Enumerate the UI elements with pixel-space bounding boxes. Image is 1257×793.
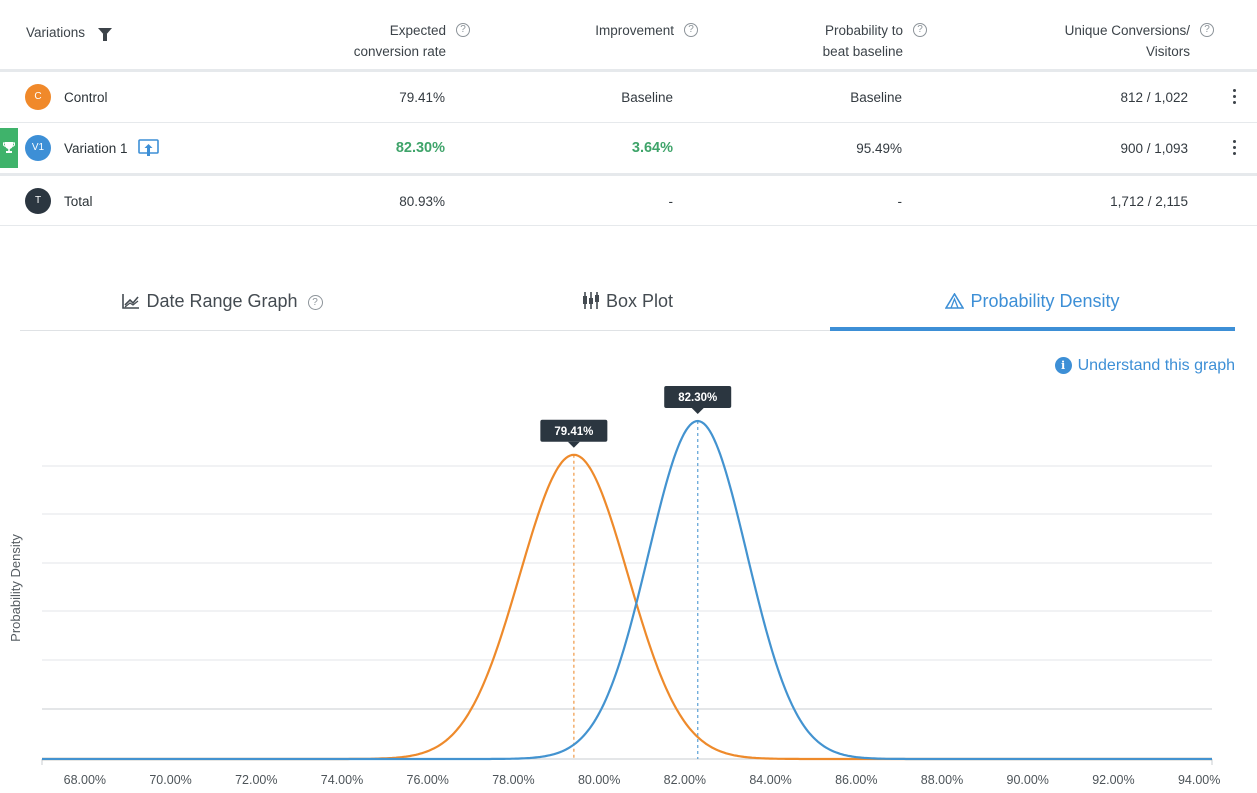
x-tick-label: 76.00% [407, 773, 449, 787]
density-curve-control [42, 453, 1212, 761]
tab-probability-density[interactable]: Probability Density [830, 272, 1235, 331]
tab-label: Date Range Graph [146, 291, 298, 311]
header-improvement-label: Improvement [595, 23, 674, 38]
winner-marker [0, 128, 18, 168]
x-tick-label: 82.00% [664, 773, 706, 787]
x-tick-label: 72.00% [235, 773, 277, 787]
x-tick-label: 92.00% [1092, 773, 1134, 787]
x-axis-ticks: 68.00% 70.00% 72.00% 74.00% 76.00% 78.00% 80.0… [64, 773, 1221, 787]
box-plot-icon [582, 292, 599, 309]
avatar: V1 [25, 135, 51, 161]
tab-box-plot[interactable]: Box Plot [425, 272, 830, 330]
x-tick-label: 90.00% [1007, 773, 1049, 787]
deploy-icon[interactable] [138, 139, 159, 157]
mean-tooltip: 79.41% [540, 419, 608, 448]
table-row-total: T Total 80.93% - - 1,712 / 2,115 [0, 174, 1257, 226]
conversion-rate: 80.93% [399, 194, 445, 209]
conversion-rate: 82.30% [395, 140, 445, 156]
x-tick-label: 84.00% [749, 773, 791, 787]
table-header: Variations Expected conversion rate ? Im… [0, 0, 1257, 72]
density-icon [945, 292, 965, 309]
probability-density-chart: Probability Density 68.00% 70.00% 72.00% 74… [8, 386, 1221, 787]
header-unique-conversions: Unique Conversions/ Visitors ? [1065, 20, 1214, 62]
help-icon[interactable]: ? [307, 295, 323, 310]
conversions-value: 900 / 1,093 [1120, 141, 1188, 156]
header-probability-line1: Probability to [824, 23, 903, 38]
improvement-value: - [668, 194, 674, 209]
header-probability-line2: beat baseline [822, 44, 903, 59]
conversion-rate: 79.41% [399, 90, 445, 105]
header-variations-label: Variations [26, 25, 86, 40]
header-expected-line2: conversion rate [353, 44, 446, 59]
improvement-value: Baseline [621, 90, 673, 105]
tab-date-range-graph[interactable]: Date Range Graph? [20, 272, 425, 330]
mean-tooltips: 79.41% 82.30% [540, 386, 732, 448]
header-unique-line1: Unique Conversions/ [1064, 23, 1190, 38]
table-row-variation-1: V1 Variation 1 82.30% 3.64% 95.49% 900 /… [0, 123, 1257, 174]
density-curve-variation-1 [42, 419, 1212, 761]
line-chart-icon [122, 294, 140, 309]
probability-value: 95.49% [856, 141, 902, 156]
x-tick-label: 94.00% [1178, 773, 1220, 787]
tab-label: Box Plot [605, 291, 674, 311]
probability-value: - [897, 194, 903, 209]
x-tick-label: 78.00% [492, 773, 534, 787]
more-options-icon[interactable] [1226, 89, 1242, 107]
variation-name[interactable]: Variation 1 [64, 141, 128, 156]
y-axis-label: Probability Density [8, 534, 23, 642]
help-icon[interactable]: ? [1200, 23, 1214, 37]
help-icon[interactable]: ? [913, 23, 927, 37]
variation-name[interactable]: Control [64, 90, 108, 105]
density-curves [42, 419, 1212, 761]
x-tick-label: 80.00% [578, 773, 620, 787]
avatar: C [25, 84, 51, 110]
header-expected-line1: Expected [389, 23, 446, 38]
conversions-value: 812 / 1,022 [1120, 90, 1188, 105]
tooltip-box [540, 419, 608, 442]
x-tick-label: 88.00% [921, 773, 963, 787]
tooltip-box [664, 386, 732, 408]
trophy-icon [3, 142, 15, 153]
table-row-control: C Control 79.41% Baseline Baseline 812 /… [0, 72, 1257, 123]
tooltip-pointer [567, 441, 580, 448]
x-tick-label: 74.00% [321, 773, 363, 787]
chart-grid [41, 465, 1213, 765]
header-improvement: Improvement ? [595, 20, 698, 41]
variation-name: Total [64, 194, 93, 209]
mean-tooltip: 82.30% [664, 386, 732, 414]
header-expected-rate: Expected conversion rate ? [354, 20, 470, 62]
header-probability: Probability to beat baseline ? [823, 20, 927, 62]
filter-icon[interactable] [97, 28, 112, 41]
x-tick-label: 70.00% [149, 773, 191, 787]
help-icon[interactable]: ? [684, 23, 698, 37]
header-variations[interactable]: Variations [26, 22, 112, 43]
tooltip-label: 79.41% [554, 426, 593, 438]
probability-value: Baseline [850, 90, 902, 105]
avatar: T [25, 188, 51, 214]
x-tick-label: 86.00% [835, 773, 877, 787]
tooltip-label: 82.30% [678, 392, 717, 404]
results-table: Variations Expected conversion rate ? Im… [0, 0, 1257, 226]
header-unique-line2: Visitors [1145, 44, 1190, 59]
understand-graph-label: Understand this graph [1077, 357, 1235, 374]
improvement-value: 3.64% [631, 140, 673, 156]
conversions-value: 1,712 / 2,115 [1110, 194, 1188, 209]
x-tick-label: 68.00% [64, 773, 106, 787]
mean-markers [573, 421, 699, 759]
graph-tabs: Date Range Graph? Box Plot Probability D… [20, 272, 1235, 331]
tooltip-pointer [691, 408, 704, 414]
tab-label: Probability Density [970, 291, 1120, 311]
help-icon[interactable]: ? [456, 23, 470, 37]
info-icon: i [1054, 357, 1072, 374]
understand-graph-link[interactable]: i Understand this graph [1054, 355, 1235, 377]
more-options-icon[interactable] [1226, 140, 1242, 158]
